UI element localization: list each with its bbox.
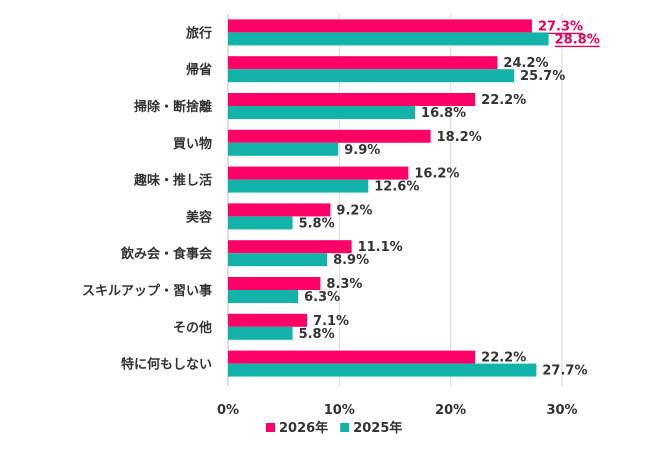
bar-2025年 (228, 326, 293, 340)
bar-2026年 (228, 56, 498, 70)
bar-2026年 (228, 240, 352, 254)
data-label: 27.7% (542, 364, 587, 379)
data-label: 5.8% (299, 216, 335, 231)
category-label: その他 (173, 320, 212, 336)
category-label: 買い物 (173, 136, 212, 152)
bar-2025年 (228, 179, 369, 193)
bar-2026年 (228, 93, 476, 106)
data-label: 8.3% (326, 277, 362, 292)
legend-swatch (340, 423, 350, 432)
bar-2025年 (228, 290, 299, 303)
bar-2026年 (228, 166, 409, 180)
data-label: 24.2% (503, 56, 548, 71)
data-label: 16.8% (421, 106, 466, 121)
data-label: 9.9% (344, 143, 380, 158)
data-label: 6.3% (304, 290, 340, 305)
bar-2025年 (228, 69, 515, 83)
category-label: 美容 (186, 209, 212, 225)
legend-swatch (266, 423, 275, 432)
category-label: 掃除・断捨離 (134, 99, 212, 115)
category-label: 飲み会・食事会 (120, 246, 213, 262)
category-label: 特に何もしない (121, 357, 212, 373)
data-label: 5.8% (299, 327, 335, 342)
x-tick-label: 20% (435, 403, 466, 418)
category-label: スキルアップ・習い事 (82, 283, 212, 299)
bar-2026年 (228, 19, 532, 33)
data-label: 22.2% (481, 93, 526, 108)
data-label: 28.8% (555, 32, 600, 47)
bar-2025年 (228, 32, 549, 46)
data-label: 12.6% (374, 180, 419, 195)
bar-2026年 (228, 203, 331, 217)
bar-2026年 (228, 277, 321, 290)
bar-2025年 (228, 142, 339, 156)
x-tick-label: 0% (217, 403, 239, 418)
bar-2025年 (228, 216, 293, 230)
bar-2026年 (228, 313, 308, 327)
data-label: 25.7% (520, 69, 565, 84)
data-label: 22.2% (481, 351, 526, 366)
category-label: 趣味・推し活 (133, 173, 212, 189)
data-label: 18.2% (437, 130, 482, 145)
bar-2025年 (228, 363, 537, 377)
legend-label: 2025年 (353, 420, 402, 436)
data-label: 27.3% (538, 19, 583, 34)
legend-label: 2026年 (279, 420, 328, 436)
data-label: 16.2% (414, 167, 459, 182)
data-label: 9.2% (336, 203, 372, 218)
x-tick-label: 10% (324, 403, 355, 418)
category-label: 帰省 (186, 62, 212, 78)
bar-2025年 (228, 106, 416, 119)
category-label: 旅行 (186, 25, 212, 41)
data-label: 7.1% (313, 314, 349, 329)
bar-2025年 (228, 253, 328, 267)
bar-2026年 (228, 350, 476, 364)
bar-2026年 (228, 129, 431, 143)
data-label: 8.9% (333, 253, 369, 268)
x-tick-label: 30% (546, 403, 577, 418)
data-label: 11.1% (358, 240, 403, 255)
